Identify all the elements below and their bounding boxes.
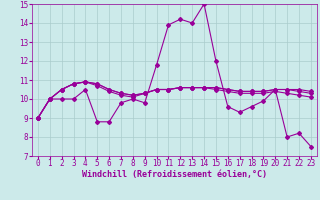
X-axis label: Windchill (Refroidissement éolien,°C): Windchill (Refroidissement éolien,°C): [82, 170, 267, 179]
